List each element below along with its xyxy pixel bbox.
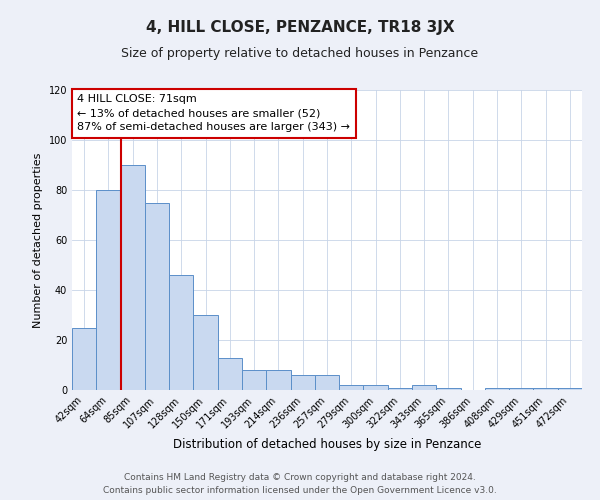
Bar [169, 275, 193, 390]
Y-axis label: Number of detached properties: Number of detached properties [33, 152, 43, 328]
Bar [485, 388, 509, 390]
Bar [388, 388, 412, 390]
Text: Contains HM Land Registry data © Crown copyright and database right 2024.
Contai: Contains HM Land Registry data © Crown c… [103, 474, 497, 495]
Bar [193, 315, 218, 390]
Bar [218, 358, 242, 390]
X-axis label: Distribution of detached houses by size in Penzance: Distribution of detached houses by size … [173, 438, 481, 451]
Bar [364, 385, 388, 390]
Bar [266, 370, 290, 390]
Bar [436, 388, 461, 390]
Bar [315, 375, 339, 390]
Text: 4 HILL CLOSE: 71sqm
← 13% of detached houses are smaller (52)
87% of semi-detach: 4 HILL CLOSE: 71sqm ← 13% of detached ho… [77, 94, 350, 132]
Bar [533, 388, 558, 390]
Text: 4, HILL CLOSE, PENZANCE, TR18 3JX: 4, HILL CLOSE, PENZANCE, TR18 3JX [146, 20, 454, 35]
Bar [96, 190, 121, 390]
Bar [412, 385, 436, 390]
Bar [121, 165, 145, 390]
Bar [242, 370, 266, 390]
Bar [558, 388, 582, 390]
Bar [72, 328, 96, 390]
Bar [509, 388, 533, 390]
Bar [290, 375, 315, 390]
Bar [145, 202, 169, 390]
Text: Size of property relative to detached houses in Penzance: Size of property relative to detached ho… [121, 48, 479, 60]
Bar [339, 385, 364, 390]
